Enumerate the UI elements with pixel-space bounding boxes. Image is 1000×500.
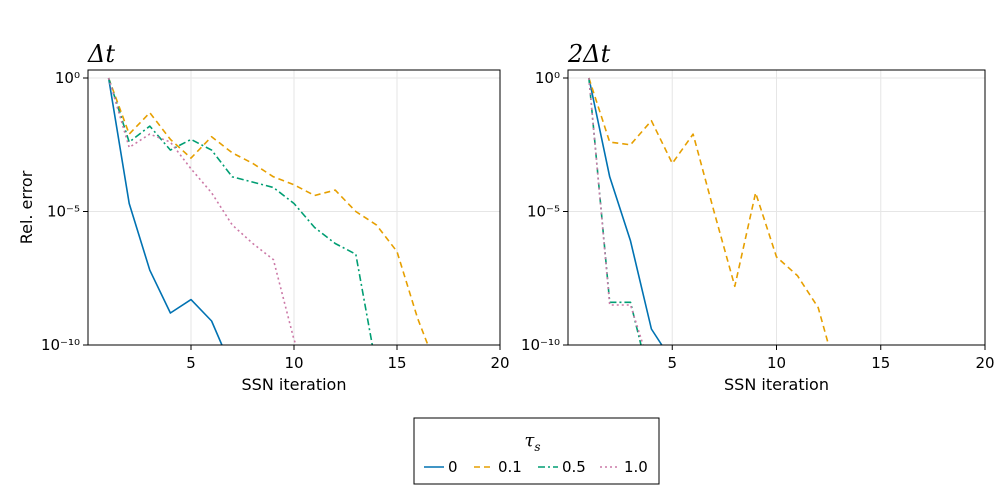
series-line-0-5: [107, 77, 374, 345]
series-line-0-1: [107, 77, 429, 345]
series-line-0: [588, 77, 663, 345]
legend-label-0-1: 0.1: [498, 458, 522, 476]
x-tick-label: 5: [186, 354, 196, 372]
y-tick-label: 10⁻¹⁰: [521, 336, 560, 354]
legend-label-0-5: 0.5: [562, 458, 586, 476]
x-tick-label: 15: [871, 354, 890, 372]
x-tick-label: 20: [490, 354, 509, 372]
legend-label-1-0: 1.0: [624, 458, 648, 476]
x-tick-label: 15: [387, 354, 406, 372]
legend-title: τs: [524, 430, 540, 454]
x-tick-label: 10: [767, 354, 786, 372]
legend-box: [413, 417, 660, 485]
series-group: [107, 77, 429, 345]
x-axis-title: SSN iteration: [242, 375, 347, 394]
legend: τs 0 0.1 0.5 1.0: [413, 417, 660, 485]
series-line-0-1: [588, 77, 830, 345]
legend-title-symbol: τ: [524, 430, 535, 451]
x-tick-label: 5: [667, 354, 677, 372]
legend-title-subscript: s: [534, 440, 540, 454]
panel-1: 5 10 15 20 10⁰ 10⁻⁵ 10⁻¹⁰ SSN iteration Rel. err…: [17, 40, 510, 394]
panel-2: 5 10 15 20 10⁰ 10⁻⁵ 10⁻¹⁰ SSN iteration 2Δt: [521, 40, 995, 394]
y-tick-label: 10⁻⁵: [47, 203, 80, 221]
y-axis-title: Rel. error: [17, 170, 36, 244]
x-axis-title: SSN iteration: [724, 375, 829, 394]
panel-title: Δt: [87, 40, 115, 68]
panel-title: 2Δt: [567, 40, 611, 68]
y-tick-label: 10⁻⁵: [527, 203, 560, 221]
series-line-0: [107, 77, 223, 345]
y-tick-label: 10⁰: [55, 69, 80, 87]
legend-label-0: 0: [448, 458, 458, 476]
y-tick-label: 10⁻¹⁰: [41, 336, 80, 354]
series-group: [588, 77, 830, 345]
x-tick-label: 10: [284, 354, 303, 372]
y-tick-label: 10⁰: [535, 69, 560, 87]
x-tick-label: 20: [975, 354, 994, 372]
